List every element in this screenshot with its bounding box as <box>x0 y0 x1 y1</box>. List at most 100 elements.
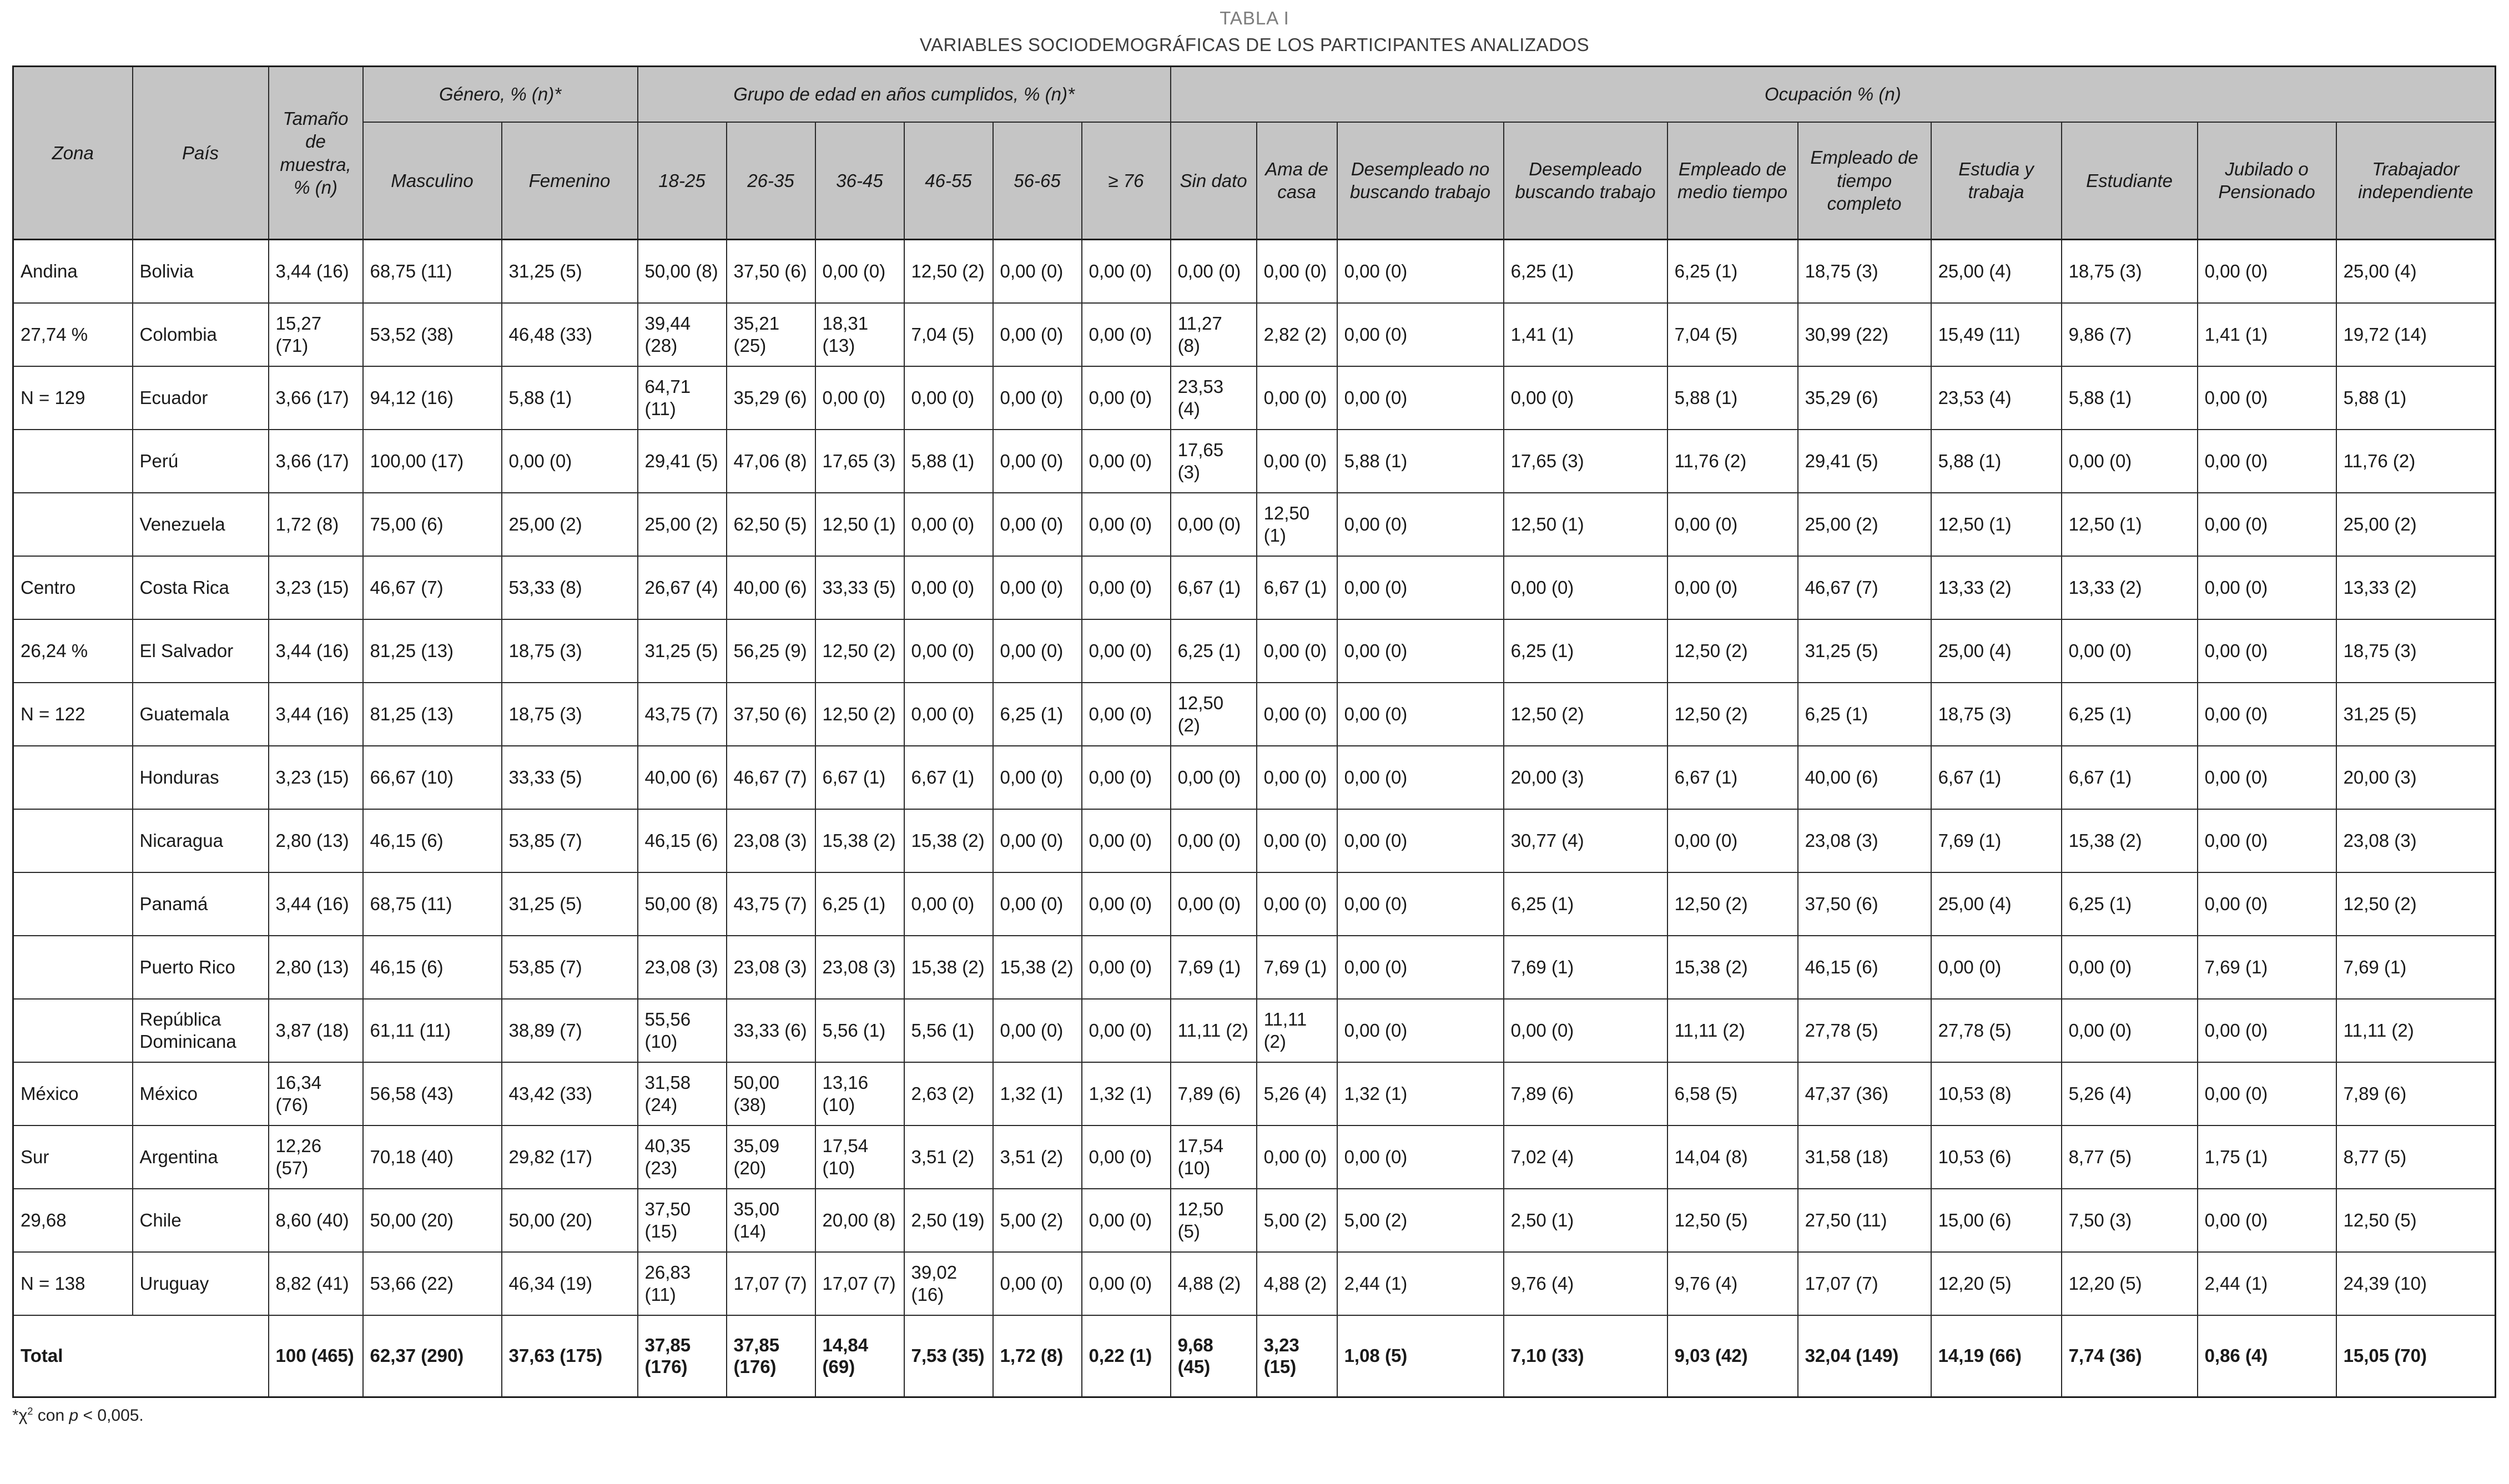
data-cell: 23,53 (4) <box>1930 365 2062 430</box>
pais-cell: México <box>132 1061 269 1126</box>
column-header: Estudia y trabaja <box>1930 121 2062 240</box>
data-cell: 50,00 (8) <box>637 871 727 936</box>
data-cell: 7,69 (1) <box>1930 808 2062 873</box>
data-cell: 0,00 (0) <box>1081 365 1171 430</box>
data-cell: 55,56 (10) <box>637 998 727 1063</box>
data-cell: 31,58 (24) <box>637 1061 727 1126</box>
data-cell: 0,00 (0) <box>1081 555 1171 620</box>
data-cell: 0,00 (0) <box>1256 682 1338 746</box>
data-cell: 0,00 (0) <box>2196 555 2337 620</box>
data-cell: 18,75 (3) <box>2060 239 2198 304</box>
data-cell: 3,66 (17) <box>268 428 364 493</box>
data-cell: 100,00 (17) <box>362 428 502 493</box>
data-cell: 18,75 (3) <box>2335 618 2496 683</box>
total-cell: 32,04 (149) <box>1797 1314 1932 1398</box>
data-cell: 0,00 (0) <box>1336 618 1504 683</box>
data-cell: 0,00 (0) <box>1081 618 1171 683</box>
data-cell: 35,29 (6) <box>726 365 816 430</box>
data-cell: 3,23 (15) <box>268 745 364 810</box>
data-cell: 6,25 (1) <box>814 871 905 936</box>
data-cell: 0,00 (0) <box>1336 365 1504 430</box>
data-cell: 7,69 (1) <box>1256 935 1338 1000</box>
data-cell: 0,00 (0) <box>992 1251 1082 1316</box>
data-cell: 37,50 (6) <box>726 682 816 746</box>
data-cell: 3,44 (16) <box>268 618 364 683</box>
data-cell: 7,69 (1) <box>2335 935 2496 1000</box>
data-cell: 30,99 (22) <box>1797 302 1932 367</box>
zona-cell: Andina <box>12 239 133 304</box>
data-cell: 7,50 (3) <box>2060 1188 2198 1253</box>
data-cell: 5,88 (1) <box>501 365 638 430</box>
data-cell: 0,00 (0) <box>1081 1124 1171 1189</box>
data-cell: 0,00 (0) <box>1336 239 1504 304</box>
data-cell: 8,77 (5) <box>2060 1124 2198 1189</box>
total-label: Total <box>12 1314 269 1398</box>
zona-cell: N = 122 <box>12 682 133 746</box>
table-row: N = 129 Ecuador 3,66 (17) 94,12 (16) 5,88 (1… <box>12 365 2496 430</box>
data-cell: 0,00 (0) <box>992 808 1082 873</box>
data-cell: 17,07 (7) <box>726 1251 816 1316</box>
data-cell: 46,67 (7) <box>362 555 502 620</box>
pais-cell: Chile <box>132 1188 269 1253</box>
data-cell: 1,75 (1) <box>2196 1124 2337 1189</box>
data-cell: 13,16 (10) <box>814 1061 905 1126</box>
column-header: 36-45 <box>814 121 905 240</box>
zona-cell <box>12 808 133 873</box>
data-cell: 0,00 (0) <box>992 365 1082 430</box>
data-cell: 20,00 (3) <box>1503 745 1668 810</box>
data-cell: 68,75 (11) <box>362 871 502 936</box>
data-cell: 37,50 (15) <box>637 1188 727 1253</box>
data-cell: 0,00 (0) <box>992 302 1082 367</box>
data-cell: 46,48 (33) <box>501 302 638 367</box>
data-cell: 20,00 (8) <box>814 1188 905 1253</box>
data-cell: 3,51 (2) <box>992 1124 1082 1189</box>
column-header: 26-35 <box>726 121 816 240</box>
column-header: Sin dato <box>1170 121 1257 240</box>
data-cell: 12,50 (2) <box>814 618 905 683</box>
pais-cell: Perú <box>132 428 269 493</box>
data-cell: 38,89 (7) <box>501 998 638 1063</box>
data-cell: 31,25 (5) <box>2335 682 2496 746</box>
data-cell: 3,87 (18) <box>268 998 364 1063</box>
zona-cell: Sur <box>12 1124 133 1189</box>
data-cell: 53,66 (22) <box>362 1251 502 1316</box>
column-header: Ama de casa <box>1256 121 1338 240</box>
zona-cell: N = 138 <box>12 1251 133 1316</box>
data-cell: 0,00 (0) <box>1256 365 1338 430</box>
data-cell: 1,32 (1) <box>992 1061 1082 1126</box>
data-cell: 4,88 (2) <box>1170 1251 1257 1316</box>
table-row: Puerto Rico 2,80 (13) 46,15 (6) 53,85 (7) 23… <box>12 935 2496 1000</box>
data-cell: 0,00 (0) <box>1666 492 1798 557</box>
data-cell: 0,00 (0) <box>903 555 994 620</box>
total-cell: 1,08 (5) <box>1336 1314 1504 1398</box>
data-cell: 0,00 (0) <box>2196 871 2337 936</box>
data-cell: 9,76 (4) <box>1666 1251 1798 1316</box>
data-cell: 0,00 (0) <box>1081 745 1171 810</box>
data-cell: 17,65 (3) <box>814 428 905 493</box>
data-cell: 0,00 (0) <box>2196 618 2337 683</box>
total-cell: 9,68 (45) <box>1170 1314 1257 1398</box>
data-cell: 29,82 (17) <box>501 1124 638 1189</box>
data-cell: 61,11 (11) <box>362 998 502 1063</box>
data-cell: 0,00 (0) <box>992 745 1082 810</box>
data-cell: 13,33 (2) <box>1930 555 2062 620</box>
data-cell: 46,15 (6) <box>637 808 727 873</box>
data-cell: 0,00 (0) <box>1336 302 1504 367</box>
data-cell: 7,69 (1) <box>2196 935 2337 1000</box>
data-cell: 0,00 (0) <box>1256 745 1338 810</box>
data-cell: 40,00 (6) <box>726 555 816 620</box>
data-cell: 0,00 (0) <box>992 239 1082 304</box>
data-cell: 31,25 (5) <box>501 871 638 936</box>
total-cell: 62,37 (290) <box>362 1314 502 1398</box>
data-cell: 0,00 (0) <box>2060 428 2198 493</box>
data-cell: 0,00 (0) <box>1081 492 1171 557</box>
data-cell: 5,88 (1) <box>1930 428 2062 493</box>
data-cell: 0,00 (0) <box>1666 555 1798 620</box>
data-cell: 0,00 (0) <box>1170 239 1257 304</box>
data-cell: 50,00 (20) <box>501 1188 638 1253</box>
data-cell: 16,34 (76) <box>268 1061 364 1126</box>
data-cell: 3,66 (17) <box>268 365 364 430</box>
data-cell: 0,00 (0) <box>1170 871 1257 936</box>
data-cell: 0,00 (0) <box>1336 555 1504 620</box>
data-cell: 43,75 (7) <box>726 871 816 936</box>
